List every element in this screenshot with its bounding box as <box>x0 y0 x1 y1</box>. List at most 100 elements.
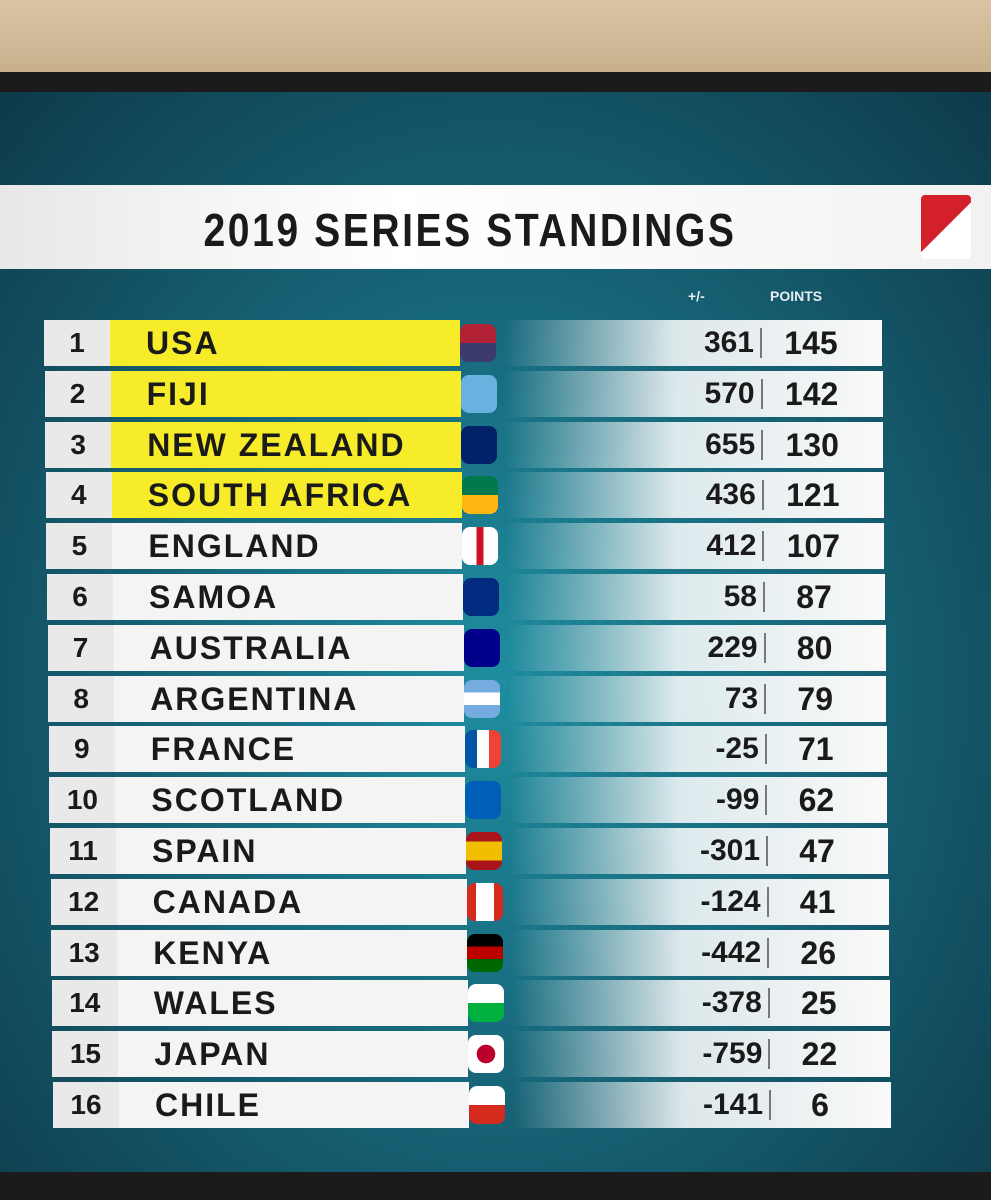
points: 6 <box>811 1087 829 1123</box>
flag <box>464 730 501 769</box>
points: 79 <box>797 680 833 717</box>
rank: 2 <box>44 370 111 417</box>
point-difference: 73 <box>724 681 759 715</box>
standing-row: 1 USA 361 145 <box>44 320 884 366</box>
standing-row: 3 NEW ZEALAND 655 130 <box>45 421 885 468</box>
stats-panel <box>505 472 884 519</box>
stats-panel <box>506 523 885 570</box>
rank: 1 <box>44 320 110 366</box>
column-header: POINTS <box>770 288 823 304</box>
point-difference: 436 <box>705 478 756 512</box>
title-bar: 2019 SERIES STANDINGS <box>0 185 991 269</box>
flag <box>467 984 504 1023</box>
rank: 4 <box>45 472 112 519</box>
flag <box>463 628 500 667</box>
stats-panel <box>513 1082 891 1128</box>
separator <box>764 683 767 714</box>
team-name: NEW ZEALAND <box>111 421 462 468</box>
stats-panel <box>509 777 888 824</box>
points: 142 <box>784 375 839 412</box>
stats-panel <box>505 421 884 468</box>
rank: 16 <box>53 1082 119 1128</box>
separator <box>766 836 768 866</box>
flag <box>468 1035 505 1074</box>
stats-panel <box>504 320 882 366</box>
rank: 5 <box>46 523 113 570</box>
standing-row: 16 CHILE -141 6 <box>53 1082 893 1128</box>
stats-panel <box>507 624 886 671</box>
flag <box>466 882 503 921</box>
rank: 8 <box>48 675 115 722</box>
point-difference: -124 <box>700 884 761 918</box>
team-name: WALES <box>117 980 468 1027</box>
separator <box>763 632 766 663</box>
screen: 2019 SERIES STANDINGS +/- POINTS 1 USA 361… <box>0 92 991 1172</box>
team-name: SOUTH AFRICA <box>111 472 462 519</box>
separator <box>762 531 765 562</box>
standing-row: 11 SPAIN -301 47 <box>50 828 890 874</box>
standing-row: 9 FRANCE -25 71 <box>48 726 889 773</box>
team-name: SCOTLAND <box>115 777 466 824</box>
team-name: AUSTRALIA <box>113 624 464 671</box>
point-difference: 412 <box>706 529 757 563</box>
flag <box>466 832 502 870</box>
logo <box>921 195 971 259</box>
flag <box>467 933 504 972</box>
stats-panel <box>504 370 883 417</box>
points: 25 <box>801 985 837 1022</box>
standing-row: 6 SAMOA 58 87 <box>47 574 887 620</box>
standing-row: 12 CANADA -124 41 <box>50 878 891 925</box>
flag <box>461 476 498 515</box>
points: 107 <box>786 528 841 565</box>
point-difference: -378 <box>701 986 762 1020</box>
point-difference: -301 <box>699 834 760 867</box>
point-difference: -442 <box>701 935 762 969</box>
flag <box>461 425 498 464</box>
stats-panel <box>511 980 890 1027</box>
separator <box>764 734 767 765</box>
wall <box>0 0 991 72</box>
separator <box>763 582 765 612</box>
separator <box>768 1039 771 1070</box>
points: 47 <box>799 833 835 869</box>
separator <box>766 886 769 917</box>
team-name: FRANCE <box>114 726 465 773</box>
team-name: ARGENTINA <box>114 675 465 722</box>
team-name: JAPAN <box>118 1031 469 1078</box>
flag <box>469 1086 505 1124</box>
team-name: FIJI <box>110 370 461 417</box>
rank: 14 <box>51 980 118 1027</box>
points: 26 <box>800 934 836 971</box>
standing-row: 13 KENYA -442 26 <box>51 929 891 976</box>
standing-row: 5 ENGLAND 412 107 <box>46 523 886 570</box>
standing-row: 2 FIJI 570 142 <box>44 370 885 417</box>
points: 145 <box>784 325 838 361</box>
points: 22 <box>801 1036 838 1073</box>
separator <box>761 429 764 460</box>
point-difference: 655 <box>705 427 756 461</box>
rank: 7 <box>47 624 114 671</box>
stats-panel <box>510 878 889 925</box>
point-difference: -759 <box>702 1037 763 1071</box>
rank: 13 <box>51 929 118 976</box>
rank: 9 <box>48 726 115 773</box>
point-difference: 570 <box>704 376 755 410</box>
point-difference: -141 <box>702 1088 763 1121</box>
separator <box>767 937 770 968</box>
standing-row: 4 SOUTH AFRICA 436 121 <box>45 472 886 519</box>
flag <box>464 679 501 718</box>
separator <box>769 1090 771 1120</box>
team-name: SAMOA <box>113 574 463 620</box>
points: 121 <box>786 477 840 514</box>
team-name: USA <box>110 320 460 366</box>
flag <box>465 781 502 820</box>
team-name: CHILE <box>119 1082 469 1128</box>
point-difference: -25 <box>715 732 759 766</box>
point-difference: 361 <box>703 326 754 359</box>
separator <box>767 988 770 1019</box>
team-name: ENGLAND <box>112 523 463 570</box>
separator <box>760 378 763 409</box>
points: 87 <box>796 579 832 615</box>
rank: 11 <box>50 828 116 874</box>
